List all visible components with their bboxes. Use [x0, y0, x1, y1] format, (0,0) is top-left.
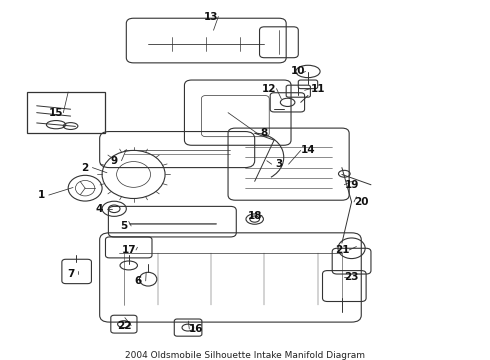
Text: 8: 8 — [261, 128, 268, 138]
Text: 15: 15 — [49, 108, 63, 118]
Text: 14: 14 — [301, 145, 315, 156]
Text: 4: 4 — [96, 204, 103, 214]
Text: 5: 5 — [120, 221, 127, 231]
Text: 23: 23 — [344, 273, 359, 283]
Text: 18: 18 — [247, 211, 262, 221]
Text: 9: 9 — [111, 156, 118, 166]
Text: 22: 22 — [117, 320, 131, 330]
Text: 16: 16 — [189, 324, 204, 334]
Text: 3: 3 — [275, 159, 283, 169]
Text: 21: 21 — [335, 245, 349, 255]
Text: 2: 2 — [81, 163, 89, 172]
Text: 2004 Oldsmobile Silhouette Intake Manifold Diagram: 2004 Oldsmobile Silhouette Intake Manifo… — [125, 351, 365, 360]
Text: 6: 6 — [135, 276, 142, 286]
Text: 17: 17 — [122, 245, 136, 255]
Text: 20: 20 — [354, 197, 368, 207]
Text: 10: 10 — [291, 67, 306, 76]
Text: 7: 7 — [67, 269, 74, 279]
Text: 11: 11 — [311, 84, 325, 94]
Text: 19: 19 — [344, 180, 359, 190]
Text: 13: 13 — [204, 12, 219, 22]
Text: 1: 1 — [38, 190, 45, 200]
Text: 12: 12 — [262, 84, 276, 94]
Bar — [27, 92, 104, 133]
